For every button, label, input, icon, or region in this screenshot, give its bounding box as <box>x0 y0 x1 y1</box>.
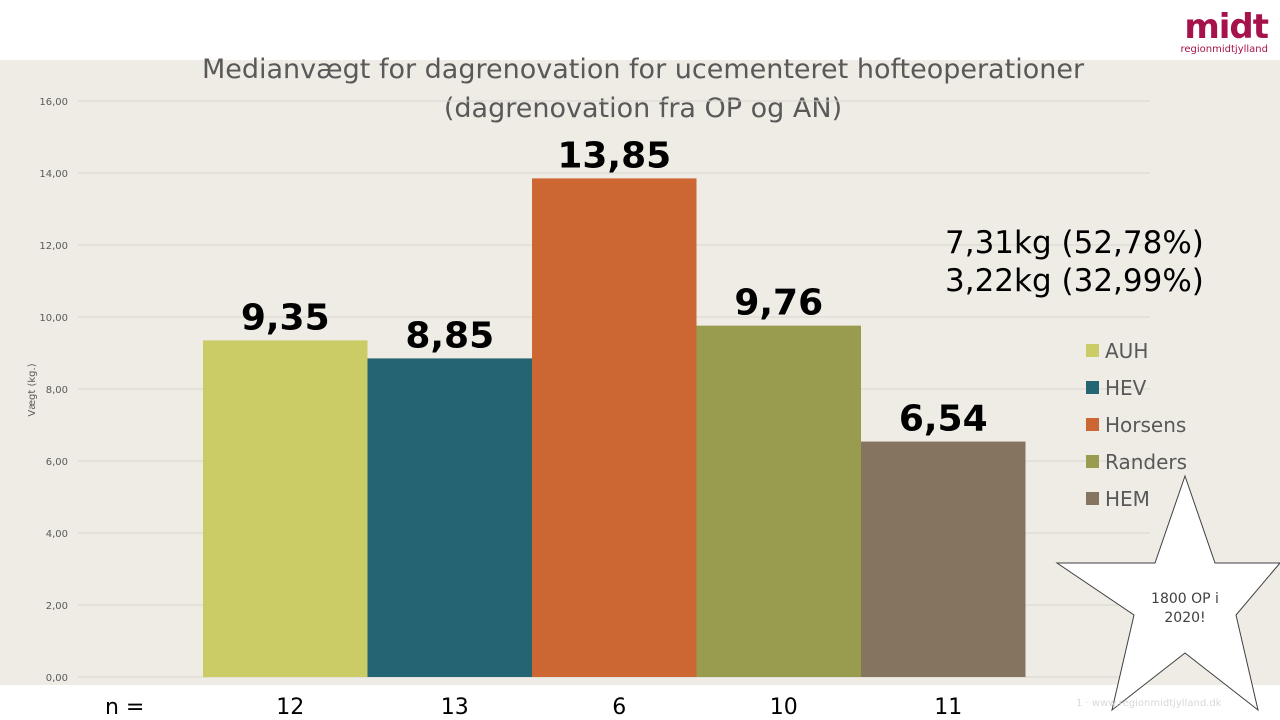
y-tick-label: 4,00 <box>46 529 68 540</box>
data-label-hem: 6,54 <box>899 399 988 440</box>
star-text-line2: 2020! <box>1164 610 1205 626</box>
y-tick-label: 12,00 <box>39 241 68 252</box>
legend-label-randers: Randers <box>1105 450 1187 474</box>
data-label-randers: 9,76 <box>734 283 823 324</box>
bar-hem <box>861 441 1026 677</box>
logo-subtitle: regionmidtjylland <box>1180 44 1268 55</box>
legend-label-horsens: Horsens <box>1105 413 1186 437</box>
y-tick-label: 2,00 <box>46 601 68 612</box>
star-text-line1: 1800 OP i <box>1151 591 1219 607</box>
n-label-hev: 13 <box>441 695 469 720</box>
y-tick-label: 16,00 <box>39 97 68 108</box>
n-label-randers: 10 <box>770 695 798 720</box>
n-label-hem: 11 <box>934 695 962 720</box>
legend-swatch-randers <box>1086 455 1099 468</box>
n-label-horsens: 6 <box>612 695 626 720</box>
star-shape <box>1055 474 1280 712</box>
data-label-horsens: 13,85 <box>557 135 671 176</box>
y-tick-label: 8,00 <box>46 385 68 396</box>
chart-title-line2: (dagrenovation fra OP og AN) <box>443 93 843 124</box>
legend-swatch-hev <box>1086 381 1099 394</box>
legend-swatch-horsens <box>1086 418 1099 431</box>
bar-auh <box>203 340 368 677</box>
y-tick-label: 6,00 <box>46 457 68 468</box>
bar-hev <box>367 358 532 677</box>
bars <box>203 178 1026 677</box>
logo-word: midt <box>1184 7 1269 47</box>
annotation-line2: 3,22kg (32,99%) <box>945 263 1204 299</box>
y-axis-label: Vægt (kg.) <box>27 363 38 416</box>
footer-text: 1 · www.regionmidtjylland.dk <box>1076 698 1222 709</box>
data-label-auh: 9,35 <box>241 297 330 338</box>
data-labels: 9,35 8,85 13,85 9,76 6,54 <box>241 135 988 439</box>
legend-swatch-auh <box>1086 344 1099 357</box>
n-label-auh: 12 <box>276 695 304 720</box>
y-tick-label: 14,00 <box>39 169 68 180</box>
legend-label-hem: HEM <box>1105 487 1150 511</box>
legend: AUH HEV Horsens Randers HEM <box>1086 339 1187 511</box>
legend-label-hev: HEV <box>1105 376 1147 400</box>
y-tick-label: 10,00 <box>39 313 68 324</box>
n-prefix-label: n = <box>105 695 144 720</box>
data-label-hev: 8,85 <box>405 315 494 356</box>
legend-label-auh: AUH <box>1105 339 1148 363</box>
logo: midt regionmidtjylland <box>1180 7 1269 56</box>
chart-title-line1: Medianvægt for dagrenovation for ucement… <box>201 54 1085 85</box>
annotation-line1: 7,31kg (52,78%) <box>945 225 1204 261</box>
y-tick-labels: 0,00 2,00 4,00 6,00 8,00 10,00 12,00 14,00 16,00 <box>39 97 68 684</box>
bar-horsens <box>532 178 697 677</box>
legend-swatch-hem <box>1086 492 1099 505</box>
y-tick-label: 0,00 <box>46 673 68 684</box>
bar-randers <box>696 325 861 677</box>
n-labels: 12 13 6 10 11 <box>276 695 962 720</box>
